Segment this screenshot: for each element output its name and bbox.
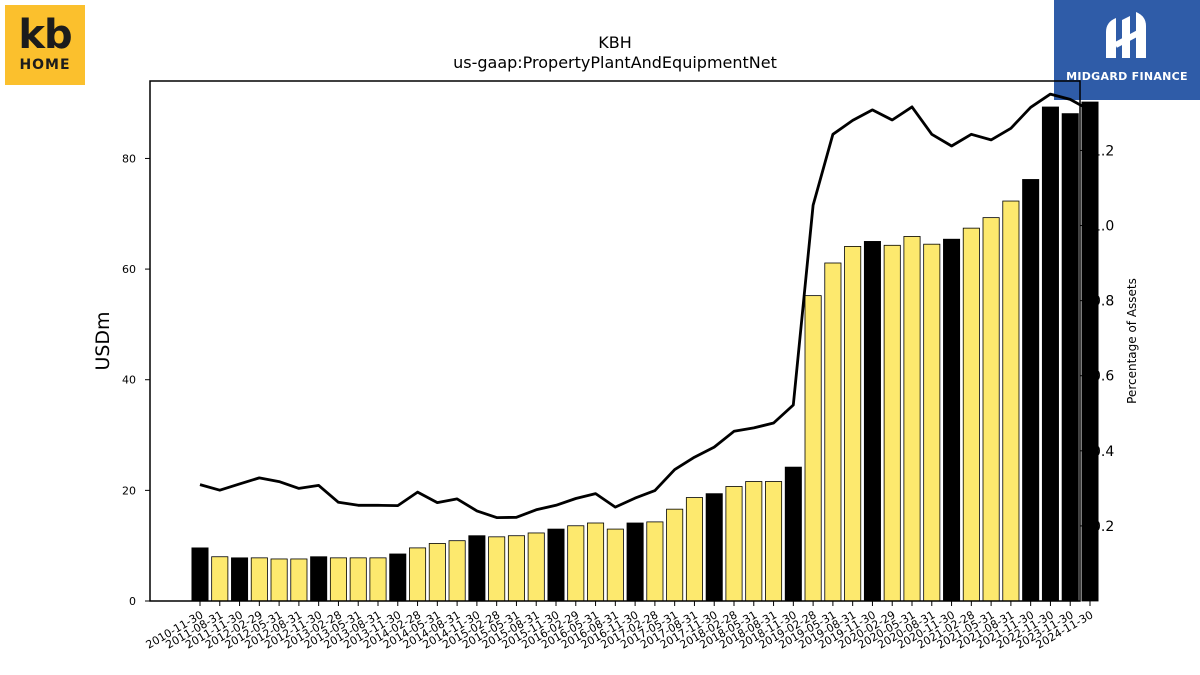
bar-quarterly bbox=[329, 557, 347, 602]
bar-quarterly bbox=[369, 557, 387, 602]
y-right-tick-label: 0.6 bbox=[1092, 369, 1114, 385]
bar-quarterly bbox=[409, 547, 427, 602]
bar-annual bbox=[863, 241, 881, 602]
bar-quarterly bbox=[962, 227, 980, 602]
bar-annual bbox=[389, 553, 407, 602]
bar-quarterly bbox=[290, 558, 308, 602]
bar-quarterly bbox=[448, 540, 466, 602]
y-tick-label: 20 bbox=[122, 484, 136, 497]
bar-quarterly bbox=[666, 508, 684, 602]
bar-annual bbox=[547, 528, 565, 602]
bar-annual bbox=[943, 238, 961, 602]
bar-annual bbox=[310, 556, 328, 602]
bar-quarterly bbox=[824, 262, 842, 602]
bar-quarterly bbox=[725, 486, 743, 602]
midgard-finance-logo-text: MIDGARD FINANCE bbox=[1066, 70, 1188, 83]
bar-quarterly bbox=[903, 236, 921, 602]
bar-quarterly bbox=[507, 535, 525, 602]
bars-layer bbox=[191, 101, 1099, 602]
bar-quarterly bbox=[883, 244, 901, 602]
y-axis-label: USDm bbox=[92, 311, 114, 370]
bar-annual bbox=[231, 557, 249, 602]
bar-quarterly bbox=[567, 525, 585, 602]
y-right-tick-label: 1.2 bbox=[1092, 143, 1114, 159]
bar-quarterly bbox=[646, 521, 664, 602]
bar-annual bbox=[784, 466, 802, 602]
chart-subtitle: us-gaap:PropertyPlantAndEquipmentNet bbox=[453, 53, 777, 72]
kb-home-logo: kb HOME bbox=[5, 5, 85, 85]
bar-annual bbox=[626, 522, 644, 602]
bar-quarterly bbox=[606, 528, 624, 602]
y-tick-label: 0 bbox=[129, 595, 136, 608]
bar-quarterly bbox=[923, 243, 941, 602]
y-right-tick-label: 0.4 bbox=[1092, 444, 1114, 460]
bar-quarterly bbox=[1002, 200, 1020, 602]
y-axis-right-label: Percentage of Assets bbox=[1125, 278, 1139, 404]
bar-annual bbox=[191, 547, 209, 602]
percentage-of-assets-line bbox=[199, 92, 1091, 519]
bar-quarterly bbox=[685, 497, 703, 602]
chart-title: KBH bbox=[598, 33, 632, 52]
midgard-finance-logo: MIDGARD FINANCE bbox=[1054, 0, 1200, 100]
bar-quarterly bbox=[270, 558, 288, 602]
bar-quarterly bbox=[527, 532, 545, 602]
y-right-tick-label: 1.0 bbox=[1092, 219, 1114, 235]
kb-home-logo-home: HOME bbox=[19, 57, 71, 73]
bar-annual bbox=[1022, 179, 1040, 602]
bar-annual bbox=[705, 493, 723, 602]
y-right-tick-label: 0.2 bbox=[1092, 519, 1114, 535]
line-layer bbox=[199, 92, 1091, 519]
bar-quarterly bbox=[982, 217, 1000, 602]
bar-quarterly bbox=[587, 522, 605, 602]
bar-quarterly bbox=[250, 557, 268, 602]
bar-quarterly bbox=[804, 295, 822, 602]
bar-annual bbox=[468, 535, 486, 602]
kb-home-logo-kb: kb bbox=[18, 12, 72, 58]
bar-quarterly bbox=[844, 246, 862, 602]
bar-quarterly bbox=[488, 536, 506, 602]
midgard-finance-mark-icon bbox=[1106, 12, 1146, 58]
bar-quarterly bbox=[428, 543, 446, 602]
bar-annual bbox=[1041, 106, 1059, 602]
y-tick-label: 80 bbox=[122, 152, 136, 165]
bar-annual bbox=[1061, 113, 1079, 602]
bar-quarterly bbox=[211, 556, 229, 602]
y-tick-label: 60 bbox=[122, 263, 136, 276]
bar-quarterly bbox=[745, 481, 763, 602]
axes-layer: 0204060800.20.40.60.81.01.22010-11-30201… bbox=[122, 80, 1114, 652]
y-right-tick-label: 0.8 bbox=[1092, 294, 1114, 310]
plot-frame bbox=[149, 80, 1081, 602]
bar-quarterly bbox=[349, 557, 367, 602]
bar-quarterly bbox=[765, 481, 783, 602]
y-tick-label: 40 bbox=[122, 374, 136, 387]
